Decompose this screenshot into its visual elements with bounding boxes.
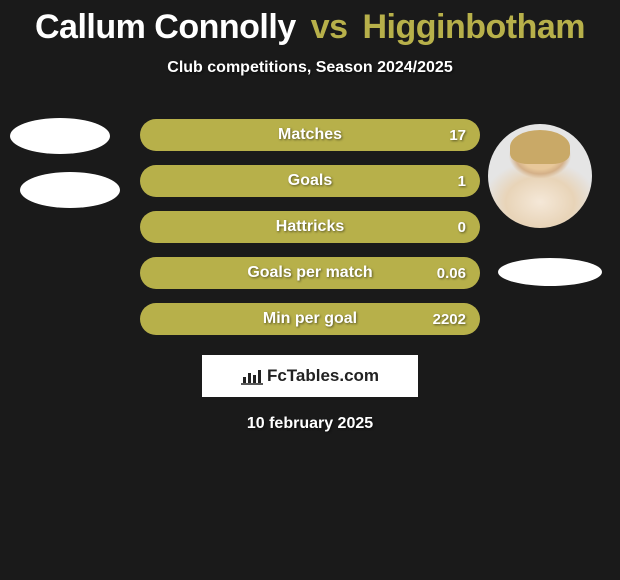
comparison-title: Callum Connolly vs Higginbotham (0, 0, 620, 47)
stat-label: Goals (288, 172, 332, 190)
brand-box[interactable]: FcTables.com (202, 355, 418, 397)
stat-row-goals: Goals 1 (140, 165, 480, 197)
stat-right-value: 0.06 (437, 265, 466, 282)
vs-text: vs (311, 8, 348, 46)
brand-text: FcTables.com (267, 366, 379, 386)
bar-chart-icon (241, 367, 263, 385)
stat-label: Matches (278, 126, 342, 144)
stat-label: Hattricks (276, 218, 344, 236)
stat-label: Goals per match (247, 264, 372, 282)
stat-right-value: 0 (458, 219, 466, 236)
stat-right-value: 17 (449, 127, 466, 144)
stat-row-matches: Matches 17 (140, 119, 480, 151)
season-subtitle: Club competitions, Season 2024/2025 (0, 59, 620, 77)
player2-avatar (488, 124, 592, 228)
stat-label: Min per goal (263, 310, 357, 328)
stat-row-hattricks: Hattricks 0 (140, 211, 480, 243)
player2-club-placeholder (498, 258, 602, 286)
player1-club-placeholder (20, 172, 120, 208)
stat-row-goals-per-match: Goals per match 0.06 (140, 257, 480, 289)
stat-row-min-per-goal: Min per goal 2202 (140, 303, 480, 335)
stat-right-value: 1 (458, 173, 466, 190)
player1-name: Callum Connolly (35, 8, 296, 46)
date-text: 10 february 2025 (0, 415, 620, 433)
stat-right-value: 2202 (433, 311, 466, 328)
player1-avatar-placeholder (10, 118, 110, 154)
player2-name: Higginbotham (362, 8, 585, 46)
